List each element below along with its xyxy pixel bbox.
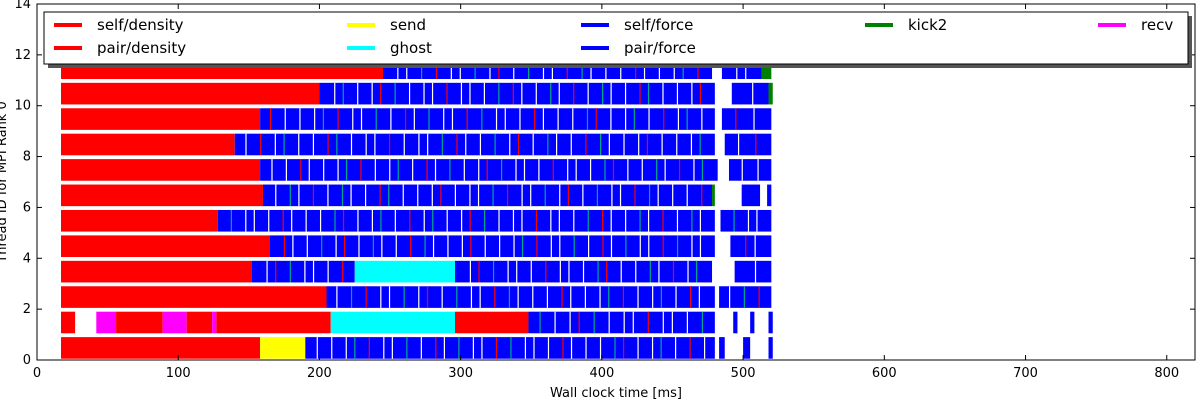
x-tick-label: 800 bbox=[1154, 366, 1179, 381]
plot-frame bbox=[36, 3, 1196, 361]
task-bar-thread-3-force bbox=[251, 260, 355, 283]
plot-area bbox=[61, 57, 773, 359]
legend-label: pair/density bbox=[97, 39, 186, 57]
legend-label: kick2 bbox=[908, 16, 947, 34]
task-bar-thread-8-force bbox=[724, 133, 772, 156]
x-tick-label: 500 bbox=[731, 366, 756, 381]
task-bar-thread-3-force bbox=[734, 260, 772, 283]
task-bar-thread-1-density bbox=[455, 311, 529, 334]
task-bar-thread-0-force bbox=[743, 337, 751, 359]
legend-label: pair/force bbox=[624, 39, 696, 57]
task-bar-thread-0-density bbox=[61, 337, 261, 359]
legend-box bbox=[43, 11, 1189, 65]
task-bar-thread-11-kick2 bbox=[761, 57, 772, 80]
task-bar-thread-6-kick2 bbox=[712, 184, 715, 207]
legend-label: recv bbox=[1141, 16, 1173, 34]
task-bar-thread-1-ghost bbox=[330, 311, 456, 334]
x-tick-label: 600 bbox=[872, 366, 897, 381]
task-bar-thread-9-force bbox=[721, 108, 772, 130]
task-bar-thread-9-force bbox=[260, 108, 715, 130]
task-bar-thread-0-force bbox=[305, 337, 715, 359]
task-bar-thread-1-force bbox=[528, 311, 715, 334]
task-bar-thread-10-kick2 bbox=[768, 82, 773, 105]
y-tick-label: 2 bbox=[23, 302, 31, 317]
task-bar-thread-1-recv bbox=[96, 311, 117, 334]
task-bar-thread-10-force bbox=[319, 82, 715, 105]
task-bar-thread-10-density bbox=[61, 82, 320, 105]
task-bar-thread-10-force bbox=[731, 82, 769, 105]
task-bar-thread-8-force bbox=[234, 133, 715, 156]
y-tick-label: 12 bbox=[14, 48, 31, 63]
task-bar-thread-1-density bbox=[61, 311, 76, 334]
task-bar-thread-0-force bbox=[719, 337, 725, 359]
task-bar-thread-3-ghost bbox=[354, 260, 456, 283]
x-tick-label: 0 bbox=[33, 366, 41, 381]
y-tick-label: 14 bbox=[14, 0, 31, 12]
task-bar-thread-9-density bbox=[61, 108, 261, 130]
task-bar-thread-6-force bbox=[741, 184, 761, 207]
y-tick-label: 6 bbox=[23, 200, 31, 215]
x-axis-label: Wall clock time [ms] bbox=[550, 386, 682, 400]
task-bar-thread-1-force bbox=[750, 311, 755, 334]
task-bar-thread-7-force bbox=[260, 159, 718, 181]
task-bar-thread-1-recv bbox=[212, 311, 217, 334]
x-tick-label: 100 bbox=[166, 366, 191, 381]
x-tick-label: 200 bbox=[307, 366, 332, 381]
task-bar-thread-0-send bbox=[260, 337, 306, 359]
legend-label: self/force bbox=[624, 16, 693, 34]
y-tick-label: 4 bbox=[23, 251, 31, 266]
task-bar-thread-5-force bbox=[720, 209, 772, 232]
task-bar-thread-4-force bbox=[730, 235, 772, 258]
task-bar-thread-1-density bbox=[186, 311, 213, 334]
task-bar-thread-5-force bbox=[217, 209, 715, 232]
legend-label: self/density bbox=[97, 16, 184, 34]
legend-label: ghost bbox=[390, 39, 432, 57]
task-bar-thread-2-force bbox=[719, 286, 772, 308]
task-bar-thread-4-force bbox=[270, 235, 715, 258]
task-bar-thread-1-force bbox=[733, 311, 738, 334]
x-tick-label: 700 bbox=[1013, 366, 1038, 381]
legend-label: send bbox=[390, 16, 426, 34]
y-tick-label: 8 bbox=[23, 150, 31, 165]
task-bar-thread-6-force bbox=[767, 184, 772, 207]
task-bar-thread-8-density bbox=[61, 133, 235, 156]
x-tick-label: 400 bbox=[589, 366, 614, 381]
x-tick-label: 300 bbox=[448, 366, 473, 381]
task-bar-thread-4-density bbox=[61, 235, 271, 258]
y-tick-label: 0 bbox=[23, 353, 31, 368]
y-axis-label: Thread ID for MPI Rank 0 bbox=[0, 101, 10, 263]
task-bar-thread-7-force bbox=[728, 159, 772, 181]
task-bar-thread-2-density bbox=[61, 286, 327, 308]
task-bar-thread-2-force bbox=[326, 286, 715, 308]
task-bar-thread-6-density bbox=[61, 184, 263, 207]
task-bar-thread-3-density bbox=[61, 260, 252, 283]
task-bar-thread-1-force bbox=[768, 311, 773, 334]
task-bar-thread-1-density bbox=[216, 311, 331, 334]
y-tick-label: 10 bbox=[14, 99, 31, 114]
task-bar-thread-6-force bbox=[262, 184, 713, 207]
task-bar-thread-5-density bbox=[61, 209, 218, 232]
task-bar-thread-1-density bbox=[116, 311, 163, 334]
task-bar-thread-1-recv bbox=[162, 311, 187, 334]
task-bar-thread-7-density bbox=[61, 159, 261, 181]
axis-ticks: 0 100 200 300 400 500 600 700 800 0 2 4 6 8 10 12 14 bbox=[14, 0, 1195, 381]
legend: self/density pair/density send ghost self/fo… bbox=[43, 11, 1192, 68]
task-bar-thread-0-force bbox=[768, 337, 773, 359]
